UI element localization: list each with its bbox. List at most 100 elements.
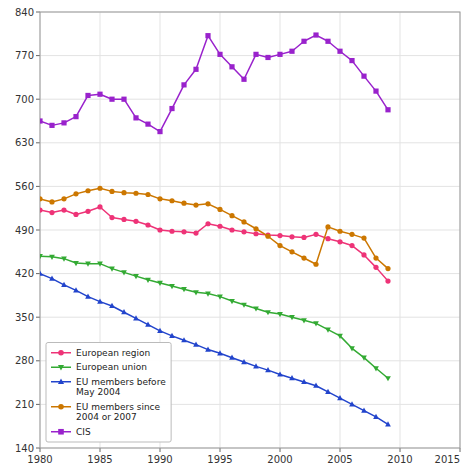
point — [205, 291, 211, 296]
point — [133, 115, 138, 120]
point — [133, 274, 139, 279]
tick-y — [36, 99, 40, 100]
point — [313, 262, 318, 267]
tick-label-y: 490 — [15, 225, 34, 236]
point — [289, 375, 295, 380]
point — [85, 209, 90, 214]
point — [169, 229, 174, 234]
point — [337, 49, 342, 54]
point — [241, 77, 246, 82]
point — [73, 212, 78, 217]
plot-area — [40, 12, 460, 448]
point — [241, 303, 247, 308]
point — [61, 196, 66, 201]
tick-label-y: 630 — [15, 137, 34, 148]
point — [301, 235, 306, 240]
point — [217, 52, 222, 57]
point — [193, 290, 199, 295]
point — [193, 231, 198, 236]
point — [40, 118, 43, 123]
point — [325, 389, 331, 394]
series — [40, 32, 391, 134]
legend-label: European union — [76, 362, 147, 372]
point — [229, 227, 234, 232]
series — [40, 204, 391, 283]
point — [97, 186, 102, 191]
tick-label-y: 420 — [15, 268, 34, 279]
point — [313, 383, 319, 388]
point — [145, 192, 150, 197]
point — [361, 252, 366, 257]
point — [265, 234, 270, 239]
tick-y — [36, 448, 40, 449]
point — [265, 310, 271, 315]
grid-line-y — [40, 55, 460, 56]
point — [253, 52, 258, 57]
point — [373, 89, 378, 94]
point — [205, 33, 210, 38]
legend-marker — [58, 350, 64, 356]
point — [337, 229, 342, 234]
point — [193, 341, 199, 346]
point — [73, 261, 79, 266]
point — [181, 287, 187, 292]
point — [133, 191, 138, 196]
point — [85, 93, 90, 98]
point — [61, 207, 66, 212]
point — [169, 106, 174, 111]
point — [349, 232, 354, 237]
point — [109, 303, 115, 308]
point — [361, 356, 367, 361]
tick-x — [400, 448, 401, 452]
point — [85, 188, 90, 193]
point — [301, 39, 306, 44]
tick-y — [36, 55, 40, 56]
point — [61, 120, 66, 125]
point — [277, 233, 282, 238]
point — [217, 224, 222, 229]
point — [181, 229, 186, 234]
series-line — [40, 274, 388, 425]
point — [373, 414, 379, 419]
tick-y — [36, 12, 40, 13]
tick-label-y: 280 — [15, 355, 34, 366]
tick-x — [340, 448, 341, 452]
point — [241, 229, 246, 234]
point — [145, 278, 151, 283]
tick-y — [36, 404, 40, 405]
point — [61, 282, 67, 287]
tick-label-x: 1995 — [207, 454, 232, 465]
point — [277, 52, 282, 57]
point — [85, 262, 91, 267]
point — [241, 219, 246, 224]
legend-item: EU members beforeMay 2004 — [51, 377, 166, 398]
point — [253, 231, 258, 236]
point — [349, 346, 355, 351]
point — [193, 202, 198, 207]
point — [217, 207, 222, 212]
point — [277, 312, 283, 317]
point — [133, 219, 138, 224]
legend-label: EU members beforeMay 2004 — [76, 377, 166, 398]
point — [145, 322, 151, 327]
point — [205, 346, 211, 351]
point — [121, 217, 126, 222]
grid-line-y — [40, 142, 460, 143]
point — [289, 49, 294, 54]
point — [205, 201, 210, 206]
point — [169, 198, 174, 203]
point — [325, 224, 330, 229]
tick-label-y: 840 — [15, 7, 34, 18]
point — [73, 191, 78, 196]
tick-label-x: 2000 — [267, 454, 292, 465]
point — [337, 239, 342, 244]
point — [40, 196, 43, 201]
legend-label: CIS — [76, 427, 91, 437]
tick-y — [36, 360, 40, 361]
point — [301, 318, 307, 323]
legend-marker — [58, 429, 64, 435]
point — [85, 294, 91, 299]
point — [229, 213, 234, 218]
point — [169, 333, 175, 338]
point — [229, 355, 235, 360]
